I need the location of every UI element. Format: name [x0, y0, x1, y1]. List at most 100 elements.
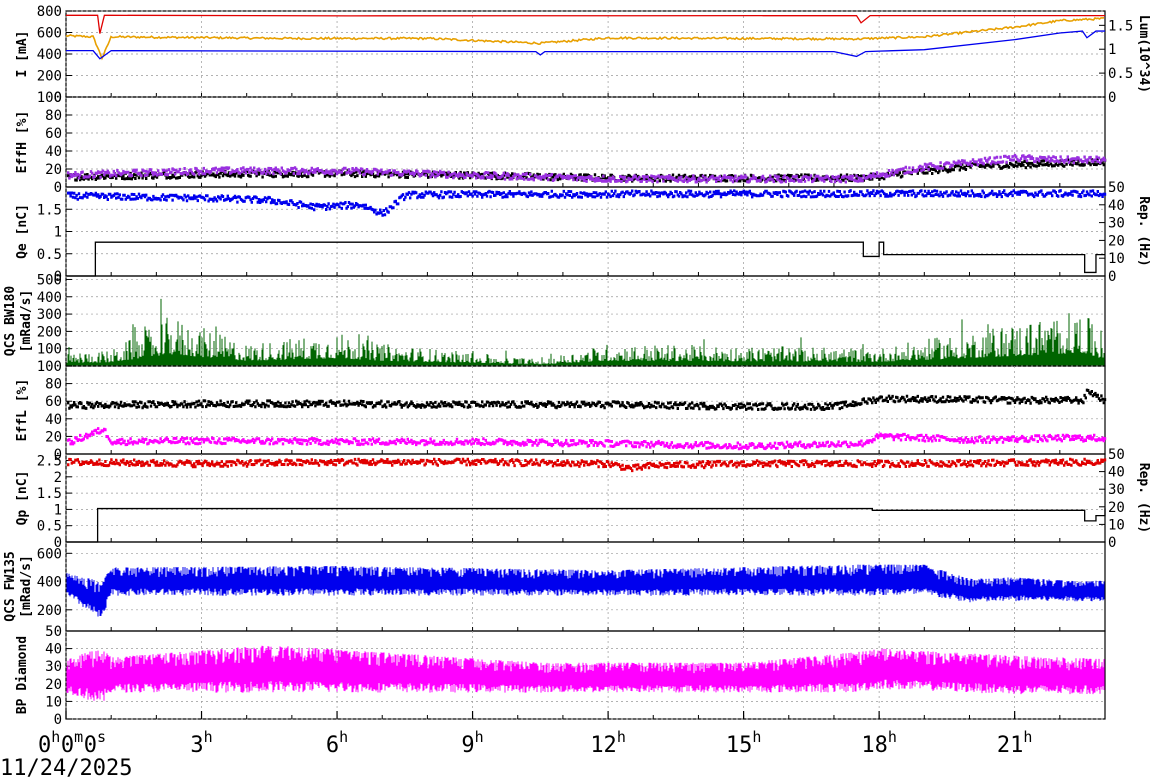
y-right-tick-label: 1.5 [1108, 18, 1133, 34]
series-current-0 [66, 14, 1105, 34]
panel-current: 0 200 400 600 800 0 0.5 1 1.5 I [mA] Lum(10^34) [15, 4, 1151, 106]
series-qcs-bw180-0 [66, 298, 1105, 366]
series-points [67, 457, 1107, 473]
panel-eff-h: 0 20 40 60 80 100 EffH [%] [15, 90, 1107, 196]
y-axis-label: I [mA] [15, 31, 30, 78]
y-tick-label: 0 [54, 90, 62, 106]
y-tick-label: 10 [45, 694, 62, 710]
y-axis-label: BP Diamond [15, 636, 30, 714]
series-eff-h-1 [67, 153, 1107, 184]
y-right-tick-label: 40 [1108, 465, 1125, 481]
y-tick-label: 2 [54, 470, 62, 486]
panel-frame [65, 630, 1106, 720]
y-tick-label: 400 [37, 47, 62, 63]
x-tick-label-value: 0 [38, 733, 51, 758]
x-tick-label: 12h [590, 728, 626, 758]
y-tick-label: 200 [37, 324, 62, 340]
y-tick-label: 20 [45, 162, 62, 178]
series-range [66, 645, 1105, 701]
x-axis: 0h 0m 0s 3h 6h 9h 12h 15h 18h 21h [38, 711, 1032, 758]
series-current-2 [66, 30, 1105, 60]
series-points [67, 427, 1107, 451]
y-right-tick-label: 1 [1108, 42, 1116, 58]
x-tick-label-value: 12 [590, 733, 617, 758]
y-tick-label: 100 [37, 342, 62, 358]
x-tick-label-value: 0 [84, 733, 97, 758]
y-right-tick-label: 30 [1108, 216, 1125, 232]
series-line [66, 507, 1106, 543]
series-points [67, 153, 1107, 184]
x-tick-label-unit: h [204, 728, 213, 746]
x-tick-label-unit: h [1023, 728, 1032, 746]
y-right-axis-label: Lum(10^34) [1136, 15, 1151, 93]
series-points [67, 388, 1107, 411]
x-tick-label-value: 6 [326, 733, 339, 758]
series-points [67, 189, 1107, 217]
y-tick-label: 0 [54, 269, 62, 285]
x-tick-label-unit: h [888, 728, 897, 746]
y-right-tick-label: 20 [1108, 233, 1125, 249]
y-tick-label: 60 [45, 394, 62, 410]
series-eff-l-1 [67, 427, 1107, 451]
y-right-tick-label: 40 [1108, 198, 1125, 214]
x-tick-label-value: 18 [861, 733, 888, 758]
y-right-axis-label: Rep. (Hz) [1136, 196, 1151, 266]
x-tick-label-unit: m [74, 728, 83, 746]
x-tick-label: 0h 0m 0s [38, 728, 106, 758]
y-right-axis-label: Rep. (Hz) [1136, 463, 1151, 533]
y-tick-label: 40 [45, 144, 62, 160]
y-axis-label: EffH [%] [15, 111, 30, 174]
y-axis-label: EffL [%] [15, 379, 30, 442]
x-tick-label-unit: h [752, 728, 761, 746]
y-tick-label: 100 [37, 90, 62, 106]
x-tick-label: 18h [861, 728, 897, 758]
x-tick-label-unit: s [97, 728, 106, 746]
series-qcs-fw135-0 [66, 564, 1105, 617]
y-right-tick-label: 0 [1108, 535, 1116, 551]
y-tick-label: 1 [54, 225, 62, 241]
y-tick-label: 1 [54, 502, 62, 518]
y-right-tick-label: 20 [1108, 500, 1125, 516]
x-tick-label-unit: h [51, 728, 60, 746]
series-qe-1 [66, 241, 1105, 277]
series-line [66, 241, 1105, 277]
y-right-tick-label: 10 [1108, 517, 1125, 533]
series-qe-0 [67, 189, 1107, 217]
x-tick-label-unit: h [617, 728, 626, 746]
y-tick-label: 600 [37, 546, 62, 562]
y-tick-label: 0 [54, 447, 62, 463]
y-tick-label: 2.5 [37, 454, 62, 470]
x-tick-label-value: 21 [997, 733, 1024, 758]
y-tick-label: 200 [37, 603, 62, 619]
y-right-tick-label: 0.5 [1108, 66, 1133, 82]
x-tick-label: 3h [190, 728, 212, 758]
date-label: 11/24/2025 [0, 756, 133, 781]
y-tick-label: 0 [54, 180, 62, 196]
y-tick-label: 50 [45, 624, 62, 640]
y-tick-label: 200 [37, 69, 62, 85]
y-tick-label: 40 [45, 412, 62, 428]
y-tick-label: 400 [37, 575, 62, 591]
y-axis-label-unit: [mRad/s] [19, 290, 34, 353]
y-right-tick-label: 50 [1108, 447, 1125, 463]
y-axis-label: Qe [nC] [15, 204, 30, 259]
series-qp-1 [66, 507, 1106, 543]
y-axis-label: QCS FW135 [3, 551, 18, 621]
y-right-tick-label: 50 [1108, 180, 1125, 196]
x-tick-label: 15h [726, 728, 762, 758]
series-line [66, 14, 1105, 34]
series-eff-l-0 [67, 388, 1107, 411]
y-right-tick-label: 10 [1108, 251, 1125, 267]
series-qp-0 [67, 457, 1107, 473]
y-tick-label: 20 [45, 677, 62, 693]
x-tick-label-unit: h [475, 728, 484, 746]
y-axis-label: QCS BW180 [3, 286, 18, 357]
y-right-tick-label: 0 [1108, 90, 1116, 106]
x-tick-label-value: 0 [61, 733, 74, 758]
y-tick-label: 800 [37, 4, 62, 20]
x-tick-label: 6h [326, 728, 348, 758]
